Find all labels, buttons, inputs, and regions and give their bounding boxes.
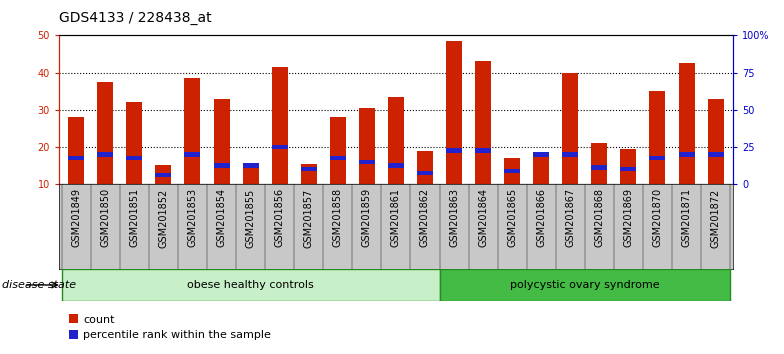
- Bar: [272, 67, 288, 184]
- Bar: [330, 156, 346, 160]
- Bar: [562, 73, 579, 184]
- Bar: [533, 153, 550, 184]
- Bar: [446, 41, 462, 184]
- Text: GSM201866: GSM201866: [536, 188, 546, 247]
- Bar: [242, 163, 259, 168]
- Bar: [359, 108, 375, 184]
- Text: GSM201872: GSM201872: [710, 188, 720, 247]
- Text: disease state: disease state: [2, 280, 76, 290]
- Bar: [97, 152, 114, 156]
- Bar: [388, 97, 404, 184]
- Bar: [649, 156, 666, 160]
- Text: GSM201850: GSM201850: [100, 188, 111, 247]
- Bar: [708, 98, 724, 184]
- Bar: [388, 163, 404, 168]
- Bar: [126, 156, 143, 160]
- Text: obese healthy controls: obese healthy controls: [187, 280, 314, 290]
- Text: GSM201869: GSM201869: [623, 188, 633, 247]
- Text: GSM201861: GSM201861: [391, 188, 401, 247]
- Bar: [184, 152, 201, 156]
- Text: GSM201859: GSM201859: [362, 188, 372, 247]
- Text: GSM201867: GSM201867: [565, 188, 575, 247]
- Bar: [475, 62, 491, 184]
- Text: GSM201865: GSM201865: [507, 188, 517, 247]
- Text: GSM201849: GSM201849: [71, 188, 82, 247]
- Text: polycystic ovary syndrome: polycystic ovary syndrome: [510, 280, 659, 290]
- Text: GSM201851: GSM201851: [129, 188, 140, 247]
- Bar: [591, 165, 608, 170]
- Bar: [562, 152, 579, 156]
- Text: GDS4133 / 228438_at: GDS4133 / 228438_at: [59, 11, 212, 25]
- Bar: [155, 166, 172, 184]
- Bar: [708, 152, 724, 156]
- FancyBboxPatch shape: [62, 269, 440, 301]
- Bar: [213, 163, 230, 168]
- Text: GSM201857: GSM201857: [303, 188, 314, 247]
- Bar: [417, 171, 433, 175]
- Bar: [591, 143, 608, 184]
- Text: GSM201868: GSM201868: [594, 188, 604, 247]
- Bar: [678, 152, 695, 156]
- Text: GSM201855: GSM201855: [245, 188, 256, 247]
- Bar: [620, 167, 637, 171]
- Bar: [533, 152, 550, 156]
- Bar: [68, 156, 84, 160]
- Bar: [126, 102, 143, 184]
- Bar: [272, 145, 288, 149]
- Bar: [649, 91, 666, 184]
- Bar: [620, 149, 637, 184]
- Text: GSM201853: GSM201853: [187, 188, 198, 247]
- Bar: [97, 82, 114, 184]
- Bar: [213, 98, 230, 184]
- Text: GSM201858: GSM201858: [332, 188, 343, 247]
- Bar: [330, 117, 346, 184]
- Bar: [242, 166, 259, 184]
- Bar: [301, 167, 317, 171]
- Text: GSM201854: GSM201854: [216, 188, 227, 247]
- Bar: [504, 158, 520, 184]
- Text: GSM201871: GSM201871: [681, 188, 691, 247]
- Bar: [475, 148, 491, 153]
- Text: GSM201862: GSM201862: [420, 188, 430, 247]
- Bar: [359, 160, 375, 164]
- Bar: [155, 172, 172, 177]
- Bar: [678, 63, 695, 184]
- Text: GSM201870: GSM201870: [652, 188, 662, 247]
- Bar: [184, 78, 201, 184]
- FancyBboxPatch shape: [440, 269, 730, 301]
- Bar: [301, 164, 317, 184]
- Text: GSM201864: GSM201864: [478, 188, 488, 247]
- Legend: count, percentile rank within the sample: count, percentile rank within the sample: [64, 310, 275, 345]
- Bar: [68, 117, 84, 184]
- Text: GSM201856: GSM201856: [274, 188, 285, 247]
- Bar: [417, 151, 433, 184]
- Bar: [446, 148, 462, 153]
- Text: GSM201852: GSM201852: [158, 188, 169, 247]
- Text: GSM201863: GSM201863: [449, 188, 459, 247]
- Bar: [504, 169, 520, 173]
